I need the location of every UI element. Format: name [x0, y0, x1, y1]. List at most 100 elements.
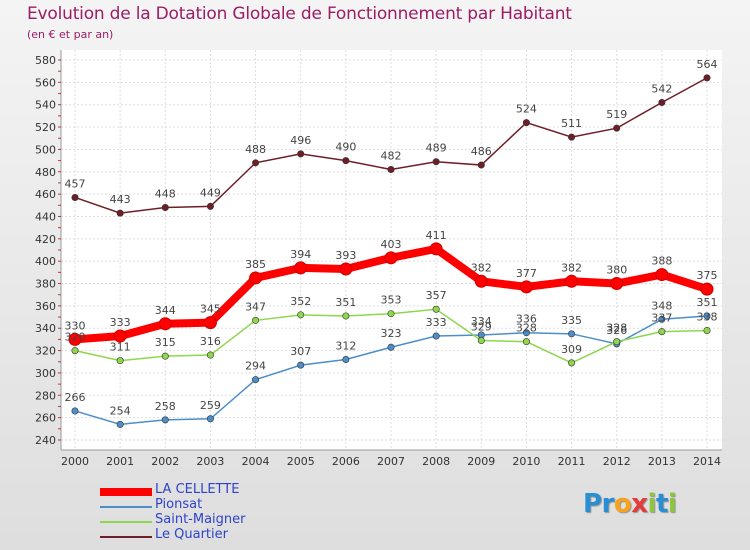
data-point [71, 347, 79, 355]
chart-subtitle: (en € et par an) [27, 28, 114, 41]
data-label: 329 [471, 321, 492, 334]
x-tick-label: 2014 [693, 455, 721, 468]
data-label: 312 [335, 340, 356, 353]
data-point [297, 361, 305, 369]
data-label: 490 [335, 141, 356, 154]
data-label: 357 [426, 289, 447, 302]
data-point [116, 209, 124, 217]
data-label: 380 [606, 264, 627, 277]
data-label: 519 [606, 108, 627, 121]
legend-label: LA CELLETTE [155, 482, 240, 497]
data-label: 385 [245, 258, 266, 271]
line-chart: 240 260 280 300 320 340 360 380 400 420 440 460 480 5… [35, 50, 722, 468]
logo-letter: P [583, 489, 602, 519]
x-tick-label: 2000 [61, 455, 89, 468]
data-label: 524 [516, 103, 537, 116]
data-label: 457 [65, 177, 86, 190]
series-pionsat [71, 312, 711, 428]
series-layer [68, 74, 714, 428]
data-label: 344 [155, 304, 176, 317]
data-point [610, 277, 624, 291]
data-point [252, 316, 260, 324]
y-tick-label: 540 [35, 99, 56, 112]
x-tick-label: 2011 [558, 455, 586, 468]
x-tick-label: 2009 [467, 455, 495, 468]
data-label: 328 [516, 322, 537, 335]
x-tick-label: 2007 [377, 455, 405, 468]
data-point [613, 124, 621, 132]
data-label: 345 [200, 303, 221, 316]
data-point [522, 119, 530, 127]
y-tick-label: 580 [35, 54, 56, 67]
data-point [477, 337, 485, 345]
data-label: 564 [697, 58, 718, 71]
x-tick-label: 2004 [242, 455, 270, 468]
data-label: 511 [561, 117, 582, 130]
data-point [565, 274, 579, 288]
y-tick-label: 500 [35, 143, 56, 156]
data-point [658, 315, 666, 323]
logo-letter: i [667, 489, 677, 519]
data-label: 448 [155, 188, 176, 201]
data-point [113, 329, 127, 343]
y-tick-label: 440 [35, 210, 56, 223]
data-point [342, 356, 350, 364]
legend-label: Saint-Maigner [155, 512, 246, 527]
data-point [161, 352, 169, 360]
data-label: 335 [561, 314, 582, 327]
data-point [613, 338, 621, 346]
y-tick-label: 260 [35, 412, 56, 425]
axes: 240 260 280 300 320 340 360 380 400 420 440 460 480 5… [35, 50, 722, 468]
legend-swatch [100, 536, 152, 538]
data-point [342, 157, 350, 165]
data-point [658, 328, 666, 336]
x-tick-label: 2010 [512, 455, 540, 468]
data-point [474, 274, 488, 288]
y-tick-label: 400 [35, 255, 56, 268]
data-point [655, 268, 669, 282]
y-tick-label: 560 [35, 76, 56, 89]
data-point [339, 262, 353, 276]
data-label: 333 [110, 316, 131, 329]
data-point [568, 330, 576, 338]
data-label: 323 [381, 327, 402, 340]
data-label: 316 [200, 335, 221, 348]
x-tick-label: 2003 [196, 455, 224, 468]
data-label: 542 [651, 82, 672, 95]
data-point [703, 312, 711, 320]
chart-title: Evolution de la Dotation Globale de Fonc… [27, 4, 572, 24]
data-point [71, 193, 79, 201]
data-point [384, 251, 398, 265]
data-label: 338 [697, 310, 718, 323]
data-point [387, 310, 395, 318]
y-tick-label: 300 [35, 367, 56, 380]
legend-label: Le Quartier [155, 527, 228, 542]
data-label: 351 [335, 296, 356, 309]
data-label: 388 [651, 255, 672, 268]
data-label: 351 [697, 296, 718, 309]
data-label: 353 [381, 294, 402, 307]
data-label: 411 [426, 229, 447, 242]
x-tick-label: 2002 [151, 455, 179, 468]
data-point [249, 271, 263, 285]
data-label: 315 [155, 336, 176, 349]
logo-letter: o [613, 489, 632, 519]
data-point [206, 351, 214, 359]
series-la-cellette [68, 242, 714, 346]
data-point [68, 332, 82, 346]
data-label: 326 [606, 324, 627, 337]
data-label: 377 [516, 267, 537, 280]
y-tick-label: 520 [35, 121, 56, 134]
data-label: 347 [245, 300, 266, 313]
data-point [297, 150, 305, 158]
logo-letter: i [647, 489, 657, 519]
x-tick-label: 2001 [106, 455, 134, 468]
logo-letter: t [655, 489, 668, 519]
data-label: 259 [200, 399, 221, 412]
data-label: 393 [335, 249, 356, 262]
y-tick-label: 320 [35, 345, 56, 358]
x-tick-label: 2008 [422, 455, 450, 468]
y-tick-label: 240 [35, 434, 56, 447]
data-label: 334 [471, 315, 492, 328]
